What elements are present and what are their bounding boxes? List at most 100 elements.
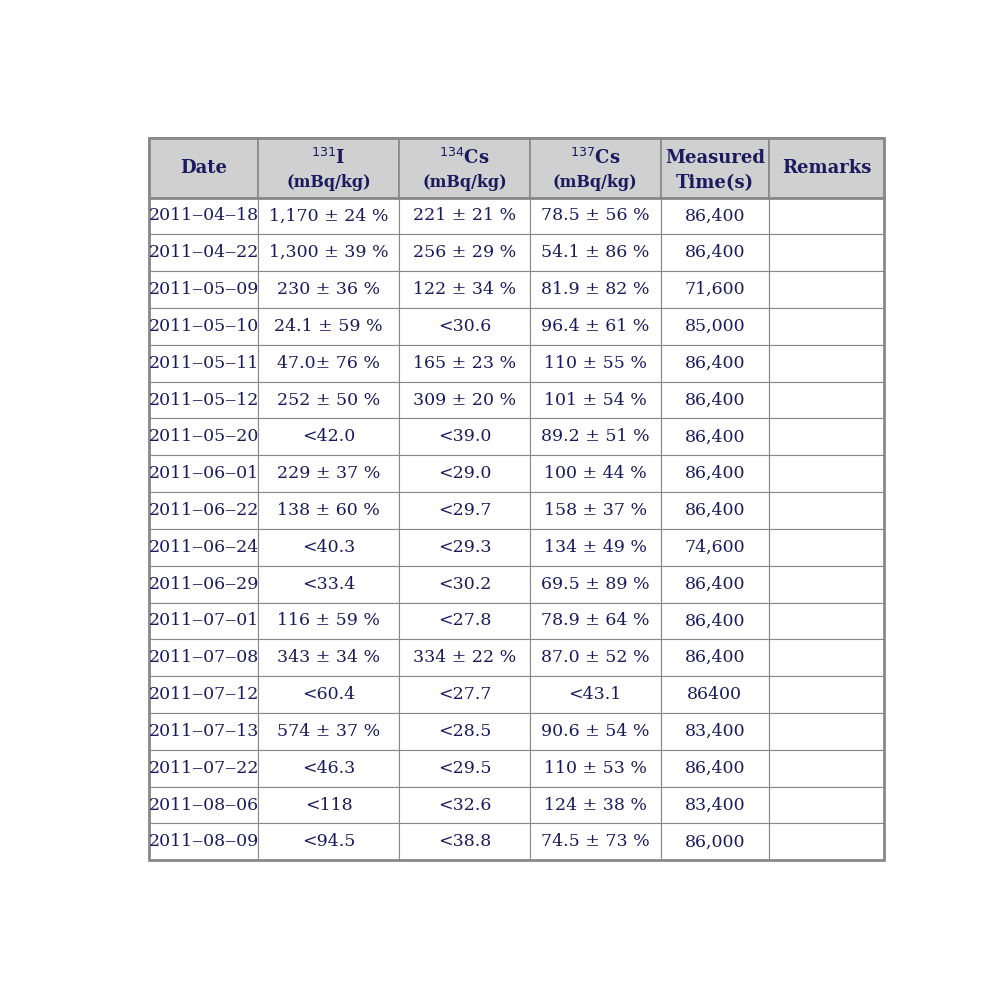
Bar (660, 823, 769, 861)
Text: 2011‒06‒29: 2011‒06‒29 (148, 576, 259, 593)
Bar (399, 455, 530, 492)
Bar (258, 676, 399, 713)
Bar (149, 639, 258, 676)
Text: 256 ± 29 %: 256 ± 29 % (413, 244, 516, 261)
Text: 2011‒05‒12: 2011‒05‒12 (148, 391, 259, 409)
Text: 2011‒06‒24: 2011‒06‒24 (148, 538, 259, 556)
Text: <33.4: <33.4 (302, 576, 355, 593)
Text: 78.9 ± 64 %: 78.9 ± 64 % (541, 613, 649, 629)
Text: 86,400: 86,400 (684, 355, 745, 371)
Bar (660, 639, 769, 676)
Text: <29.7: <29.7 (437, 502, 491, 519)
Text: <40.3: <40.3 (302, 538, 355, 556)
Bar (769, 492, 884, 529)
Bar (769, 271, 884, 308)
Text: 116 ± 59 %: 116 ± 59 % (277, 613, 380, 629)
Bar (258, 234, 399, 271)
Text: 86,000: 86,000 (684, 834, 745, 851)
Text: 83,400: 83,400 (684, 723, 745, 740)
Bar (149, 786, 258, 823)
Text: 2011‒07‒01: 2011‒07‒01 (148, 613, 259, 629)
Text: 87.0 ± 52 %: 87.0 ± 52 % (541, 649, 649, 666)
Text: 2011‒04‒22: 2011‒04‒22 (148, 244, 259, 261)
Text: 1,170 ± 24 %: 1,170 ± 24 % (269, 207, 388, 224)
Text: <29.0: <29.0 (437, 465, 491, 482)
Text: 24.1 ± 59 %: 24.1 ± 59 % (274, 318, 383, 335)
Text: (mBq/kg): (mBq/kg) (552, 174, 637, 192)
Bar (399, 823, 530, 861)
Text: <60.4: <60.4 (302, 686, 355, 703)
Bar (769, 676, 884, 713)
Text: 74.5 ± 73 %: 74.5 ± 73 % (541, 834, 649, 851)
Text: 86,400: 86,400 (684, 576, 745, 593)
Text: 86,400: 86,400 (684, 391, 745, 409)
Text: 110 ± 53 %: 110 ± 53 % (543, 760, 647, 777)
Bar (530, 603, 660, 639)
Bar (399, 381, 530, 419)
Bar (769, 381, 884, 419)
Text: 134 ± 49 %: 134 ± 49 % (543, 538, 647, 556)
Text: 252 ± 50 %: 252 ± 50 % (277, 391, 380, 409)
Bar (660, 455, 769, 492)
Text: 230 ± 36 %: 230 ± 36 % (277, 282, 380, 298)
Text: 85,000: 85,000 (684, 318, 745, 335)
Bar (258, 603, 399, 639)
Text: 158 ± 37 %: 158 ± 37 % (543, 502, 647, 519)
Text: 86,400: 86,400 (684, 760, 745, 777)
Bar (399, 419, 530, 455)
Bar (660, 198, 769, 234)
Text: 86,400: 86,400 (684, 465, 745, 482)
Text: <39.0: <39.0 (437, 429, 491, 446)
Bar (530, 786, 660, 823)
Text: 71,600: 71,600 (684, 282, 745, 298)
Bar (258, 345, 399, 381)
Text: 86400: 86400 (687, 686, 742, 703)
Text: <118: <118 (304, 796, 353, 813)
Text: <29.3: <29.3 (437, 538, 491, 556)
Text: 100 ± 44 %: 100 ± 44 % (543, 465, 646, 482)
Text: 1,300 ± 39 %: 1,300 ± 39 % (269, 244, 388, 261)
Bar (660, 603, 769, 639)
Bar (530, 198, 660, 234)
Text: 2011‒07‒13: 2011‒07‒13 (148, 723, 259, 740)
Text: Time(s): Time(s) (675, 174, 754, 192)
Text: 74,600: 74,600 (684, 538, 745, 556)
Bar (258, 786, 399, 823)
Bar (769, 603, 884, 639)
Bar (258, 529, 399, 566)
Text: <42.0: <42.0 (302, 429, 355, 446)
Text: Remarks: Remarks (782, 158, 871, 177)
Bar (149, 713, 258, 750)
Bar (149, 566, 258, 603)
Bar (660, 137, 769, 198)
Text: $^{134}$Cs: $^{134}$Cs (439, 147, 490, 168)
Bar (149, 308, 258, 345)
Text: 81.9 ± 82 %: 81.9 ± 82 % (541, 282, 649, 298)
Bar (530, 639, 660, 676)
Text: 86,400: 86,400 (684, 649, 745, 666)
Bar (660, 566, 769, 603)
Bar (399, 713, 530, 750)
Bar (769, 345, 884, 381)
Bar (769, 639, 884, 676)
Text: <32.6: <32.6 (437, 796, 491, 813)
Bar (149, 603, 258, 639)
Text: 83,400: 83,400 (684, 796, 745, 813)
Bar (530, 455, 660, 492)
Text: 2011‒08‒09: 2011‒08‒09 (148, 834, 259, 851)
Text: 309 ± 20 %: 309 ± 20 % (413, 391, 516, 409)
Bar (660, 345, 769, 381)
Text: 78.5 ± 56 %: 78.5 ± 56 % (541, 207, 649, 224)
Text: 69.5 ± 89 %: 69.5 ± 89 % (541, 576, 649, 593)
Bar (530, 529, 660, 566)
Bar (258, 566, 399, 603)
Text: 2011‒07‒12: 2011‒07‒12 (148, 686, 259, 703)
Bar (660, 492, 769, 529)
Bar (399, 566, 530, 603)
Bar (258, 308, 399, 345)
Text: $^{131}$I: $^{131}$I (311, 147, 346, 168)
Bar (530, 308, 660, 345)
Text: <43.1: <43.1 (569, 686, 622, 703)
Text: <30.2: <30.2 (437, 576, 491, 593)
Bar (660, 308, 769, 345)
